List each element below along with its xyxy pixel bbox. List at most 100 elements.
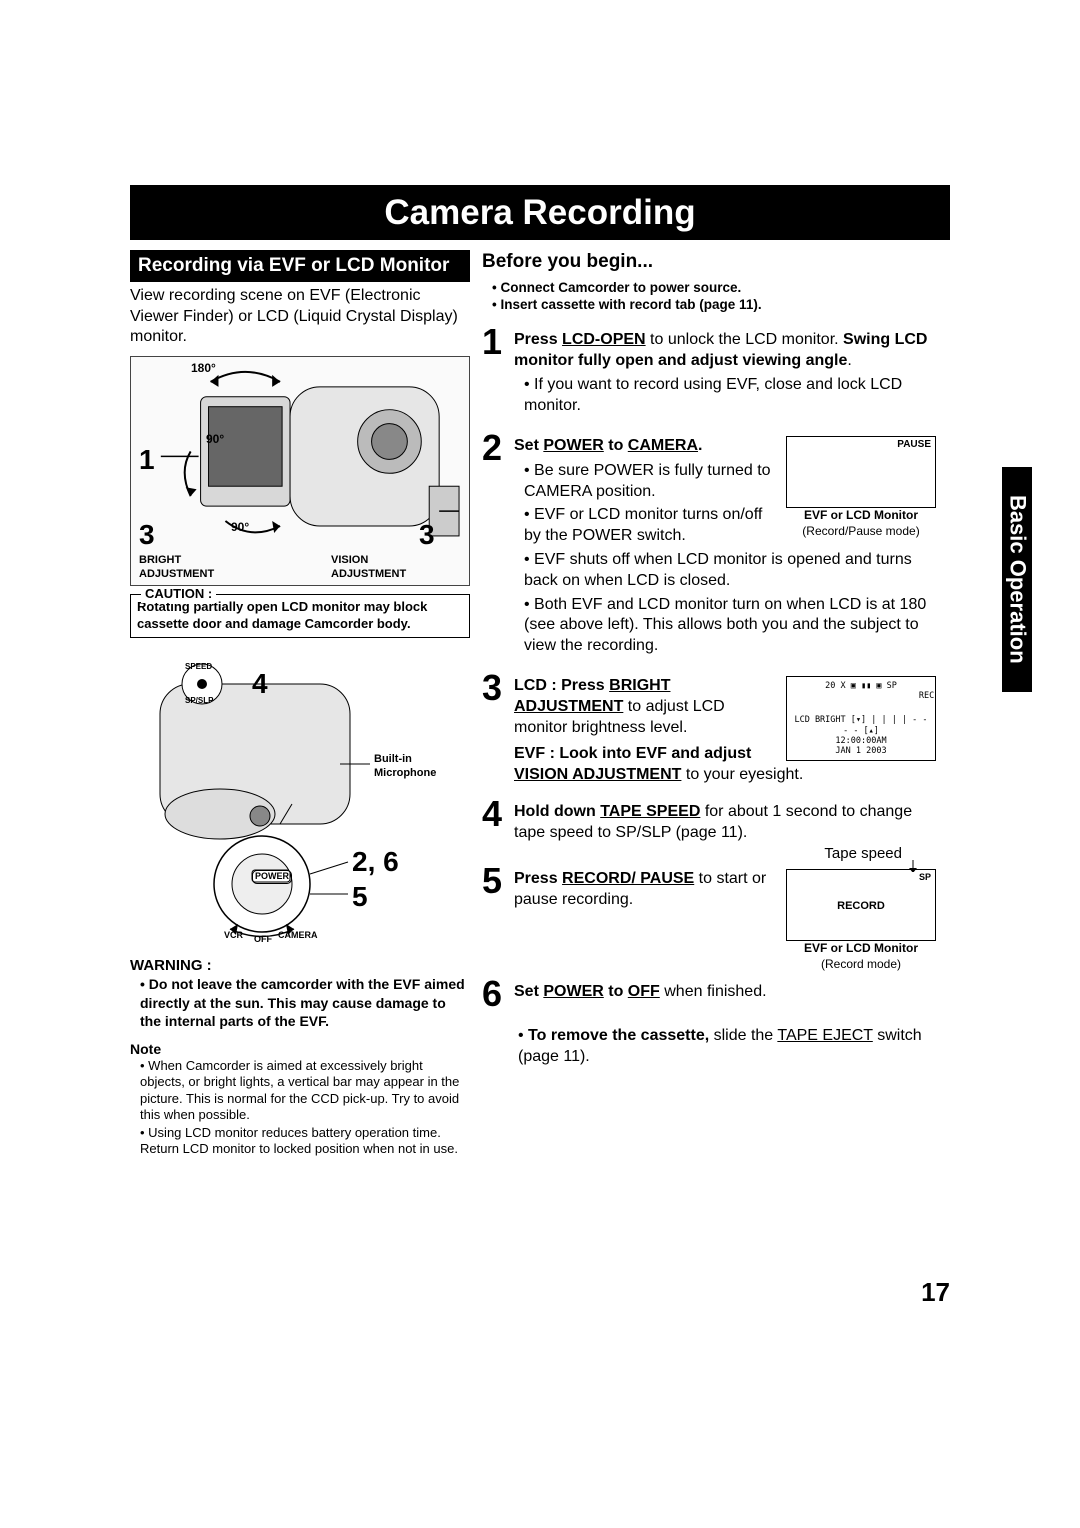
txt: to your eyesight. xyxy=(681,766,803,783)
label-180deg: 180° xyxy=(191,361,216,377)
osd-line: REC xyxy=(791,691,931,701)
txt: . xyxy=(847,352,851,369)
step-number: 1 xyxy=(482,324,508,420)
txt: to unlock the LCD monitor. xyxy=(646,331,843,348)
warning-list: Do not leave the camcorder with the EVF … xyxy=(130,975,470,1030)
callout-2-6: 2, 6 xyxy=(352,844,399,880)
right-column: Before you begin... Connect Camcorder to… xyxy=(482,250,942,1160)
callout-1: 1 xyxy=(139,442,155,478)
callout-3b: 3 xyxy=(419,517,435,553)
page-title-bar: Camera Recording xyxy=(130,185,950,240)
osd-sp: SP xyxy=(919,872,931,883)
step-4: 4 Hold down TAPE SPEED for about 1 secon… xyxy=(482,796,942,863)
osd-cap2: (Record mode) xyxy=(786,957,936,973)
txt: LCD-OPEN xyxy=(562,331,646,348)
step-body: PAUSE EVF or LCD Monitor (Record/Pause m… xyxy=(514,430,936,660)
two-columns: Recording via EVF or LCD Monitor View re… xyxy=(130,250,950,1160)
step-5: 5 SP RECORD EVF or LCD Monitor (Record m… xyxy=(482,863,942,976)
txt: . xyxy=(698,437,702,454)
txt: LCD : Press xyxy=(514,677,609,694)
caution-body: Rotating partially open LCD monitor may … xyxy=(137,599,427,631)
side-tab-label: Basic Operation xyxy=(1003,495,1032,664)
arrow-down-icon xyxy=(907,860,919,872)
osd-pause-box: PAUSE xyxy=(786,436,936,508)
note-item: When Camcorder is aimed at excessively b… xyxy=(140,1058,470,1123)
label-power: POWER xyxy=(252,870,292,884)
step-2: 2 PAUSE EVF or LCD Monitor (Record/Pause… xyxy=(482,430,942,660)
callout-5: 5 xyxy=(352,879,368,915)
txt: CAMERA xyxy=(628,437,698,454)
txt: to xyxy=(604,983,628,1000)
step-3: 3 20 X ▣ ▮▮ ▣ SP REC LCD BRIGHT [▾] | | … xyxy=(482,670,942,786)
note-item: Using LCD monitor reduces battery operat… xyxy=(140,1125,470,1158)
label-camera: CAMERA xyxy=(278,930,318,942)
txt: Set xyxy=(514,983,543,1000)
osd-bright-box: 20 X ▣ ▮▮ ▣ SP REC LCD BRIGHT [▾] | | | … xyxy=(786,676,936,761)
osd-line: 12:00:00AM xyxy=(791,736,931,746)
left-column: Recording via EVF or LCD Monitor View re… xyxy=(130,250,470,1160)
note-head: Note xyxy=(130,1040,470,1058)
left-intro: View recording scene on EVF (Electronic … xyxy=(130,286,470,348)
osd-line: 20 X ▣ ▮▮ ▣ SP xyxy=(791,681,931,691)
osd-record-text: RECORD xyxy=(787,900,935,913)
osd-bright-wrap: 20 X ▣ ▮▮ ▣ SP REC LCD BRIGHT [▾] | | | … xyxy=(786,676,936,761)
txt: OFF xyxy=(628,983,660,1000)
caution-legend: CAUTION : xyxy=(141,586,216,603)
label-speed: SPEED xyxy=(185,662,212,672)
txt: TAPE EJECT xyxy=(777,1027,872,1044)
osd-line: LCD BRIGHT [▾] | | | | - - - - [▴] xyxy=(791,715,931,735)
osd-pause-text: PAUSE xyxy=(897,439,931,451)
txt: Press xyxy=(514,331,562,348)
txt: TAPE SPEED xyxy=(600,803,700,820)
step-6: 6 Set POWER to OFF when finished. xyxy=(482,976,942,1012)
osd-record-wrap: SP RECORD EVF or LCD Monitor (Record mod… xyxy=(786,869,936,972)
step-body: Press LCD-OPEN to unlock the LCD monitor… xyxy=(514,324,942,420)
before-item: Insert cassette with record tab (page 11… xyxy=(492,296,942,314)
callout-3a: 3 xyxy=(139,517,155,553)
step-body: 20 X ▣ ▮▮ ▣ SP REC LCD BRIGHT [▾] | | | … xyxy=(514,670,936,786)
step-number: 3 xyxy=(482,670,508,786)
figure-lcd-open: 180° 90° 90° 1 3 3 BRIGHT ADJUSTMENT VIS… xyxy=(130,356,470,586)
txt: to xyxy=(604,437,628,454)
txt: POWER xyxy=(543,437,603,454)
txt: EVF : Look into EVF and adjust xyxy=(514,745,751,762)
txt: To remove the cassette, xyxy=(528,1027,709,1044)
step2-sub: EVF shuts off when LCD monitor is opened… xyxy=(524,550,936,592)
txt: RECORD/ PAUSE xyxy=(562,870,694,887)
txt: when finished. xyxy=(660,983,767,1000)
before-list: Connect Camcorder to power source. Inser… xyxy=(482,279,942,314)
warning-item: Do not leave the camcorder with the EVF … xyxy=(140,975,470,1030)
step-body: Hold down TAPE SPEED for about 1 second … xyxy=(514,796,942,863)
tape-speed-label: Tape speed xyxy=(514,844,942,864)
osd-record-box: SP RECORD xyxy=(786,869,936,941)
label-off: OFF xyxy=(254,934,272,946)
step-number: 2 xyxy=(482,430,508,660)
caution-box: CAUTION : Rotating partially open LCD mo… xyxy=(130,594,470,638)
page-number: 17 xyxy=(921,1276,950,1310)
txt: Set xyxy=(514,437,543,454)
osd-cap2: (Record/Pause mode) xyxy=(786,524,936,540)
page-title: Camera Recording xyxy=(384,190,695,236)
step-number: 4 xyxy=(482,796,508,863)
figure-power-dial: SPEED SP/SLP 4 Built-in Microphone POWER… xyxy=(130,644,470,944)
txt: POWER xyxy=(543,983,603,1000)
step-number: 6 xyxy=(482,976,508,1012)
label-bright-adj: BRIGHT ADJUSTMENT xyxy=(139,553,229,582)
step-number: 5 xyxy=(482,863,508,976)
osd-cap1: EVF or LCD Monitor xyxy=(786,941,936,957)
page-content: Camera Recording Recording via EVF or LC… xyxy=(130,185,950,1305)
camcorder-illustration-2 xyxy=(130,644,470,944)
label-90deg-b: 90° xyxy=(231,520,249,536)
txt: Hold down xyxy=(514,803,600,820)
osd-cap1: EVF or LCD Monitor xyxy=(786,508,936,524)
txt: Press xyxy=(514,870,562,887)
step-1: 1 Press LCD-OPEN to unlock the LCD monit… xyxy=(482,324,942,420)
label-vision-adj: VISION ADJUSTMENT xyxy=(331,553,421,582)
warning-head: WARNING : xyxy=(130,956,470,976)
step2-sub: Both EVF and LCD monitor turn on when LC… xyxy=(524,595,936,657)
osd-pause-wrap: PAUSE EVF or LCD Monitor (Record/Pause m… xyxy=(786,436,936,539)
remove-item: To remove the cassette, slide the TAPE E… xyxy=(518,1026,942,1068)
note-list: When Camcorder is aimed at excessively b… xyxy=(130,1058,470,1158)
before-you-begin-head: Before you begin... xyxy=(482,250,942,275)
osd-line: JAN 1 2003 xyxy=(791,746,931,756)
